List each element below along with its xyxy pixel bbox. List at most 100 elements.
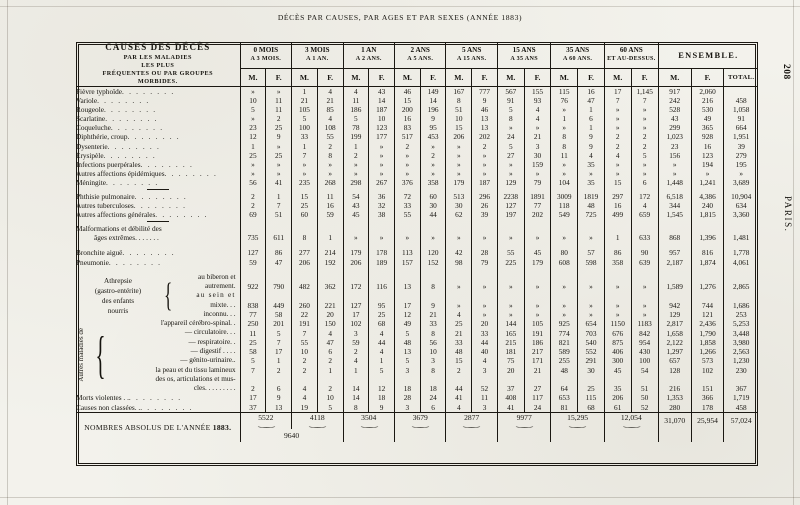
cell-r17-c15: » (630, 281, 659, 292)
cell-r8-c2: » (291, 159, 318, 169)
cell-r11-c15: 172 (630, 191, 659, 202)
cell-r5-c3: 55 (316, 132, 344, 142)
cell-r17-ens-f: 1,276 (690, 281, 724, 292)
row-label: Autres affections générales. . . . . . .… (76, 210, 209, 220)
age-group-bottom-3: A 5 ANS. (407, 56, 434, 62)
cell-r4-total: 664 (723, 123, 758, 133)
cell-r15-c5: 178 (368, 248, 395, 258)
cell-r17-c4: 172 (342, 281, 369, 292)
cell-r7-c10: 27 (496, 150, 525, 160)
page-border-right (793, 0, 794, 505)
cell-r6-c13: 9 (577, 141, 605, 151)
brace-under-icon-5: ⏝ (515, 419, 533, 428)
cell-r23-c14: 406 (603, 347, 632, 357)
cell-r22-c11: 186 (523, 337, 551, 347)
cell-r10-c4: 298 (342, 177, 369, 187)
autres-maladies-item-0: l'appareil cérébro-spinal. . (160, 319, 236, 328)
cell-r19-c6: 12 (393, 309, 421, 320)
cell-r12-c11: 77 (523, 201, 551, 211)
table-row: Infections puerpérales. . . . . . . .»»»… (76, 159, 758, 169)
cell-r5-c0: 12 (239, 132, 266, 142)
totals-secondary-4 (445, 428, 498, 442)
col-ensemble-m: M. (657, 68, 692, 87)
cell-r2-c0: 5 (239, 105, 266, 115)
cell-r0-c13: 16 (577, 86, 605, 97)
cell-r8-c8: » (445, 159, 472, 169)
age-group-top-2: 1 AN (361, 46, 377, 55)
cell-r15-c10: 55 (496, 248, 525, 258)
totals-group-0: 5522 ⏝ (239, 411, 292, 429)
cell-r4-c7: 95 (419, 123, 446, 133)
cell-r12-total: 634 (723, 201, 758, 211)
cell-r1-c7: 14 (419, 96, 446, 106)
cell-r14-total: 1,481 (723, 233, 758, 243)
section-rule (76, 187, 240, 192)
cell-r0-c2: 1 (291, 86, 318, 97)
cell-r0-c11: 155 (523, 86, 551, 97)
cell-r8-c9: » (471, 159, 498, 169)
cell-r20-ens-m: 2,817 (657, 319, 692, 329)
table-row: 25 7 55 47 59 44 48 56 33 44 215 186 821 540 875 954 2,1… (76, 337, 758, 347)
cell-r12-c0: 2 (239, 201, 266, 211)
cell-r14-c6: » (393, 233, 421, 243)
cell-r21-c10: 165 (496, 328, 525, 338)
cell-r6-c10: 5 (496, 141, 525, 151)
cell-r9-c10: » (496, 168, 525, 178)
cell-r9-c14: » (603, 168, 632, 178)
cell-r22-c4: 59 (342, 337, 369, 347)
totals-group-1: 4118 ⏝ (291, 411, 344, 429)
cell-r1-c6: 15 (393, 96, 421, 106)
cell-r2-total: 1,058 (723, 105, 758, 115)
age-group-bottom-6: A 60 ANS. (562, 56, 593, 62)
cell-r6-total: 39 (723, 141, 758, 151)
row-label: Fièvre typhoïde. . . . . . . . (76, 86, 175, 96)
cell-r18-ens-m: 942 (657, 300, 692, 310)
cell-r13-c5: 38 (368, 210, 395, 220)
cell-r18-c9: » (471, 300, 498, 310)
table-row: Scarlatine. . . . . . . .» 2 5 4 5 10 16 9 10 13 8… (76, 114, 758, 124)
cell-r4-c6: 83 (393, 123, 421, 133)
col-total: TOTAL. (723, 68, 758, 87)
cell-r1-total: 458 (723, 96, 758, 106)
age-group-top-0: 0 MOIS (253, 46, 279, 55)
cell-r9-c8: » (445, 168, 472, 178)
cell-r24-c9: 4 (471, 356, 498, 366)
cell-r0-c8: 167 (445, 86, 472, 97)
cell-r1-c3: 21 (316, 96, 344, 106)
cell-r14-c8: » (445, 233, 472, 243)
cell-r10-c8: 179 (445, 177, 472, 187)
age-group-header-6: 35 ANS A 60 ANS. (550, 42, 605, 69)
cell-r20-c6: 49 (393, 319, 421, 329)
cell-r13-c11: 202 (523, 210, 551, 220)
cell-r15-c14: 86 (603, 248, 632, 258)
cell-r28-c9: 3 (471, 402, 498, 413)
cell-r17-c2: 482 (291, 281, 318, 292)
cell-r25-c2: 2 (291, 365, 318, 375)
cell-r11-ens-m: 6,518 (657, 191, 692, 202)
cell-r5-c7: 453 (419, 132, 446, 142)
cell-r2-c8: 51 (445, 105, 472, 115)
cell-r1-c14: 7 (603, 96, 632, 106)
col-ensemble-f: F. (690, 68, 724, 87)
age-group-header-4: 5 ANS A 15 ANS. (445, 42, 498, 69)
athrepsie-items: au biberon et autrement. au sein et mixte. … (176, 273, 239, 319)
cell-r10-c10: 129 (496, 177, 525, 187)
cell-r3-c15: » (630, 114, 659, 124)
cell-r21-c7: 8 (419, 328, 446, 338)
cell-r28-c14: 61 (603, 402, 632, 413)
cell-r3-total: 91 (723, 114, 758, 124)
cell-r18-c15: » (630, 300, 659, 310)
cell-r17-c0: 922 (239, 281, 266, 292)
cell-r5-c11: 21 (523, 132, 551, 142)
cell-r15-c11: 45 (523, 248, 551, 258)
cell-r28-c11: 24 (523, 402, 551, 413)
cell-r27-c10: 408 (496, 393, 525, 403)
cell-r6-c1: » (265, 141, 292, 151)
totals-grand-total: 57,024 (723, 411, 758, 429)
cell-r18-c3: 221 (316, 300, 344, 310)
cell-r1-c8: 8 (445, 96, 472, 106)
cell-r11-c10: 2238 (496, 191, 525, 202)
row-label-malformations-line2: âges extrêmes. . . . . . . (94, 233, 159, 243)
cell-r16-c0: 59 (239, 257, 266, 267)
cell-r4-ens-m: 299 (657, 123, 692, 133)
